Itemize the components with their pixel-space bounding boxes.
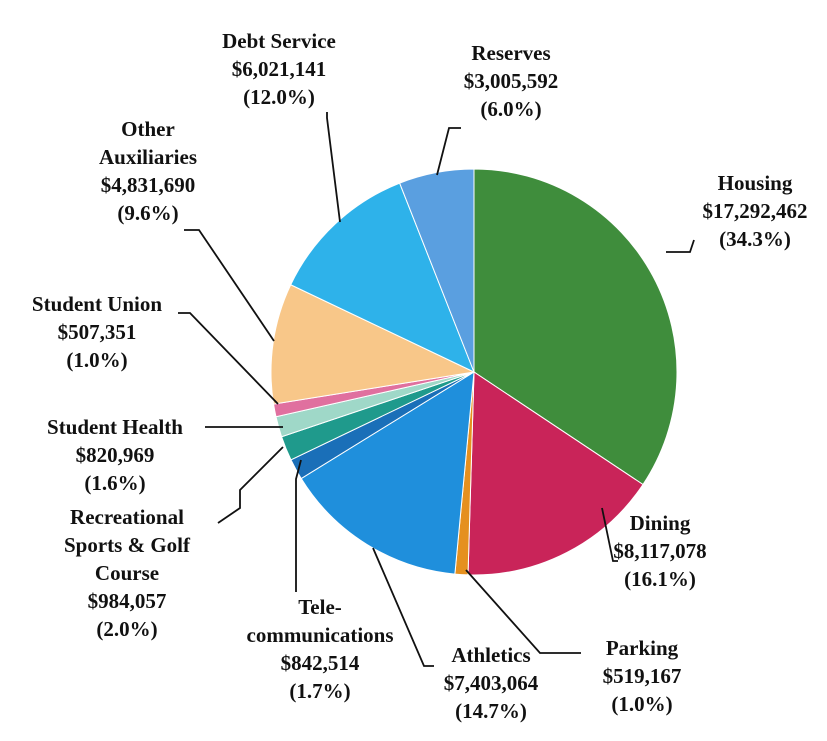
leader-line-union [178,312,279,405]
slice-percent-dining: (16.1%) [624,567,696,591]
leader-line-recsports [217,446,284,524]
slice-percent-health: (1.6%) [84,471,145,495]
slice-percent-athletics: (14.7%) [455,699,527,723]
slice-percent-debt: (12.0%) [243,85,315,109]
slice-amount-dining: $8,117,078 [613,539,706,563]
slice-name-recsports-line-2: Sports & Golf [64,533,191,557]
pie-slices [270,168,678,576]
slice-amount-health: $820,969 [76,443,155,467]
slice-amount-debt: $6,021,141 [232,57,327,81]
slice-amount-recsports: $984,057 [88,589,167,613]
slice-label-debt: Debt Service $6,021,141 (12.0%) [222,29,336,109]
slice-amount-parking: $519,167 [603,664,682,688]
slice-label-other: Other Auxiliaries $4,831,690 (9.6%) [99,117,197,225]
leader-line-athletics [372,547,434,667]
slice-label-parking: Parking $519,167 (1.0%) [603,636,682,716]
slice-amount-union: $507,351 [58,320,137,344]
slice-name-athletics: Athletics [451,643,530,667]
slice-name-reserves: Reserves [471,41,550,65]
slice-name-other-line-1: Other [121,117,175,141]
slice-percent-reserves: (6.0%) [480,97,541,121]
pie-slice-reserves [398,168,475,373]
slice-name-other-line-2: Auxiliaries [99,145,197,169]
leader-line-telecom [295,459,302,592]
slice-amount-housing: $17,292,462 [703,199,808,223]
slice-name-housing: Housing [718,171,793,195]
pie-slice-debt [290,182,475,373]
pie-slice-athletics [300,371,475,575]
slice-label-telecom: Tele-communications $842,514 (1.7%) [247,595,394,703]
slice-amount-other: $4,831,690 [101,173,196,197]
slice-labels: Housing $17,292,462 (34.3%) Dining $8,117,07… [32,29,808,723]
slice-label-housing: Housing $17,292,462 (34.3%) [703,171,808,251]
slice-name-telecom-line-2: communications [247,623,394,647]
slice-amount-athletics: $7,403,064 [444,671,539,695]
slice-label-recsports: Recreational Sports & Golf Course $984,057 (… [64,505,191,641]
slice-amount-telecom: $842,514 [281,651,360,675]
slice-label-dining: Dining $8,117,078 (16.1%) [613,511,706,591]
slice-percent-telecom: (1.7%) [289,679,350,703]
slice-amount-reserves: $3,005,592 [464,69,559,93]
slice-label-reserves: Reserves $3,005,592 (6.0%) [464,41,559,121]
leader-line-parking [465,569,581,654]
slice-percent-union: (1.0%) [66,348,127,372]
pie-slice-dining [467,371,644,576]
slice-name-parking: Parking [606,636,679,660]
slice-label-athletics: Athletics $7,403,064 (14.7%) [444,643,539,723]
slice-name-telecom-line-1: Tele- [298,595,342,619]
slice-label-union: Student Union $507,351 (1.0%) [32,292,162,372]
slice-percent-parking: (1.0%) [611,692,672,716]
slice-name-debt: Debt Service [222,29,336,53]
slice-name-dining: Dining [630,511,691,535]
leader-line-housing [666,239,695,253]
leader-lines [178,112,695,667]
leader-line-reserves [436,127,461,176]
slice-percent-other: (9.6%) [117,201,178,225]
slice-name-union: Student Union [32,292,162,316]
slice-name-recsports-line-3: Course [95,561,159,585]
leader-line-other [184,229,275,342]
slice-percent-housing: (34.3%) [719,227,791,251]
slice-name-health: Student Health [47,415,183,439]
slice-name-recsports-line-1: Recreational [70,505,184,529]
slice-percent-recsports: (2.0%) [96,617,157,641]
slice-label-health: Student Health $820,969 (1.6%) [47,415,183,495]
leader-line-dining [601,507,618,562]
leader-line-debt [326,112,341,223]
